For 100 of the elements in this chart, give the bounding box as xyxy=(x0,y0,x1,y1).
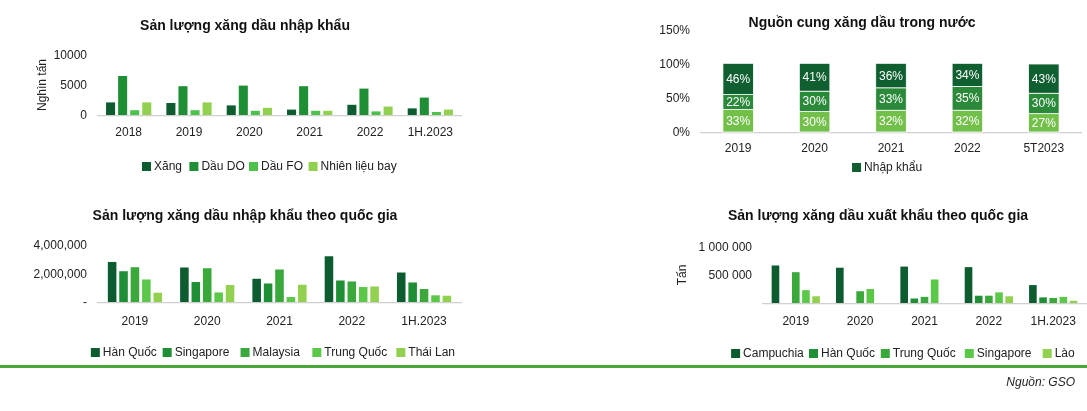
legend-label: Dầu FO xyxy=(261,159,304,173)
y-tick-label: 500 000 xyxy=(708,268,753,282)
bar xyxy=(178,86,188,115)
bar xyxy=(995,292,1003,303)
bar xyxy=(202,268,212,302)
bar xyxy=(431,112,441,115)
x-tick-label: 2020 xyxy=(235,125,263,139)
bar xyxy=(974,295,983,303)
y-tick-label: - xyxy=(83,295,87,309)
bar xyxy=(771,265,780,303)
bar xyxy=(106,102,116,115)
bar xyxy=(812,296,820,303)
legend-label: Xăng xyxy=(154,159,183,173)
bar xyxy=(275,269,284,302)
data-label: 30% xyxy=(802,114,827,129)
bar xyxy=(142,102,152,115)
legend-label: Trung Quốc xyxy=(892,346,956,360)
data-label: 22% xyxy=(726,95,751,110)
bar xyxy=(1005,296,1013,303)
bar xyxy=(180,267,189,302)
bar xyxy=(408,282,417,302)
y-tick-label: 0% xyxy=(672,125,691,139)
bar xyxy=(964,267,973,303)
y-tick-label: 0 xyxy=(80,108,88,122)
chart-title: Sản lượng xăng dầu nhập khẩu xyxy=(140,17,350,33)
legend-label: Campuchia xyxy=(743,346,805,360)
data-label: 43% xyxy=(1031,71,1057,86)
bar xyxy=(347,281,357,302)
y-tick-label: 2,000,000 xyxy=(33,266,88,281)
bar xyxy=(252,278,261,302)
y-axis-title: Nghìn tấn xyxy=(35,58,49,112)
data-label: 27% xyxy=(1031,115,1057,130)
bar xyxy=(190,110,200,115)
bar xyxy=(153,292,163,302)
legend-label: Hàn Quốc xyxy=(102,345,157,359)
x-tick-label: 2021 xyxy=(296,125,324,139)
bar xyxy=(1029,285,1037,303)
y-tick-label: 50% xyxy=(665,91,691,105)
bar xyxy=(358,287,368,302)
bar xyxy=(226,105,236,115)
data-label: 33% xyxy=(878,92,904,107)
x-tick-label: 1H.2023 xyxy=(401,314,448,328)
bar xyxy=(299,86,309,115)
bar xyxy=(191,282,201,302)
bar xyxy=(311,110,321,115)
x-tick-label: 2022 xyxy=(338,314,366,328)
bar xyxy=(214,292,223,302)
chart-title: Nguồn cung xăng dầu trong nước xyxy=(748,14,976,30)
bar xyxy=(263,283,273,302)
x-tick-label: 2020 xyxy=(846,314,874,328)
data-label: 41% xyxy=(802,70,827,85)
y-tick-label: 150% xyxy=(659,23,691,37)
data-label: 30% xyxy=(1031,96,1057,111)
legend-label: Hàn Quốc xyxy=(821,346,876,360)
legend-label: Trung Quốc xyxy=(324,345,388,359)
y-tick-label: 5000 xyxy=(60,78,88,92)
x-tick-label: 2019 xyxy=(782,314,810,328)
x-tick-label: 2021 xyxy=(911,314,939,328)
legend-label: Malaysia xyxy=(252,345,301,359)
bar xyxy=(370,286,379,302)
bar xyxy=(298,284,307,302)
bar xyxy=(238,85,248,115)
bar xyxy=(225,285,235,302)
bar xyxy=(419,97,429,115)
bar xyxy=(1049,297,1058,303)
bar xyxy=(802,290,810,303)
bar xyxy=(118,76,128,115)
x-tick-label: 2021 xyxy=(266,314,294,328)
legend-label: Nhập khẩu xyxy=(864,160,923,174)
y-tick-label: 10000 xyxy=(53,48,88,62)
x-tick-label: 2022 xyxy=(954,141,982,155)
bar xyxy=(347,104,357,115)
bar xyxy=(323,110,333,115)
legend-label: Dầu DO xyxy=(201,159,245,173)
y-tick-label: 100% xyxy=(659,57,691,71)
y-axis-title: Tấn xyxy=(675,264,689,286)
bar xyxy=(130,110,140,115)
bar xyxy=(407,108,417,115)
bar xyxy=(336,280,345,302)
data-label: 30% xyxy=(802,94,827,109)
chart-title: Sản lượng xăng dầu xuất khẩu theo quốc gia xyxy=(727,207,1029,223)
legend-label: Lào xyxy=(1054,346,1076,360)
bar xyxy=(856,291,864,303)
x-tick-label: 2021 xyxy=(877,141,905,155)
bar xyxy=(419,289,429,302)
x-tick-label: 1H.2023 xyxy=(1030,314,1077,328)
bar xyxy=(836,267,844,303)
bar xyxy=(985,295,993,303)
bar xyxy=(443,109,453,115)
x-tick-label: 2019 xyxy=(175,125,203,139)
bar xyxy=(287,109,297,115)
bar xyxy=(383,106,393,115)
bar xyxy=(371,111,381,115)
x-tick-label: 1H.2023 xyxy=(407,125,454,139)
data-label: 46% xyxy=(726,71,751,86)
bar xyxy=(431,295,440,302)
data-label: 36% xyxy=(878,68,904,83)
bar xyxy=(396,272,406,302)
bar xyxy=(930,279,939,303)
bar xyxy=(324,256,334,302)
